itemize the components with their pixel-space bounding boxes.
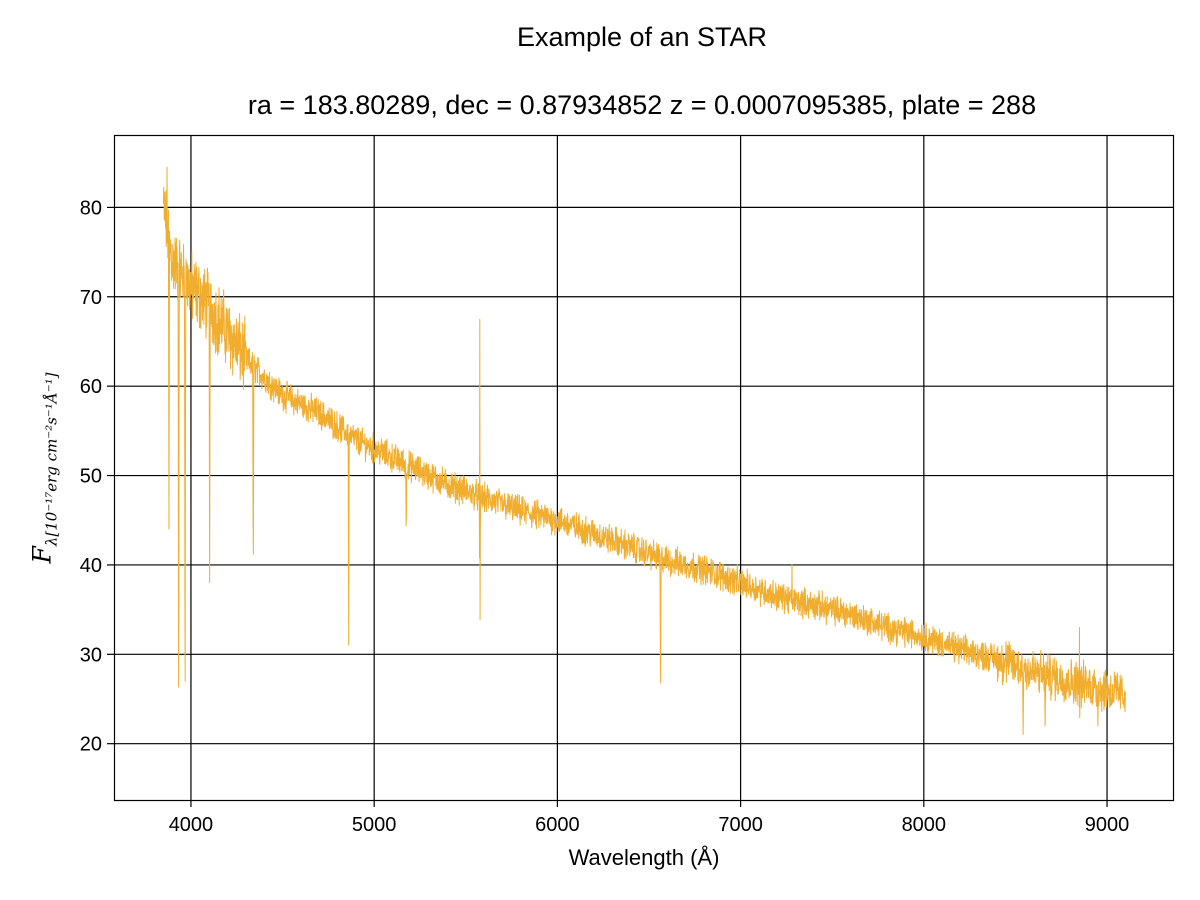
y-tick-label: 50 — [80, 466, 102, 488]
y-tick-label: 60 — [80, 376, 102, 398]
x-tick-label: 4000 — [169, 814, 214, 836]
y-axis-label: Fλ[10⁻¹⁷erg cm⁻²s⁻¹Å⁻¹] — [28, 373, 61, 564]
chart-subtitle: ra = 183.80289, dec = 0.87934852 z = 0.0… — [247, 90, 1037, 120]
y-tick-label: 80 — [80, 197, 102, 219]
y-tick-label: 20 — [80, 734, 102, 756]
y-tick-label: 40 — [80, 555, 102, 577]
y-tick-label: 30 — [80, 644, 102, 666]
plot-frame — [113, 134, 1175, 802]
spectrum-line — [162, 166, 1126, 736]
x-tick-label: 8000 — [902, 814, 947, 836]
x-axis-label: Wavelength (Å) — [568, 845, 720, 870]
axis-ticks: 4000 5000 6000 7000 8000 9000 20 30 40 50 60 70 80 — [80, 197, 1130, 836]
y-axis-label-sub: λ[10⁻¹⁷erg cm⁻²s⁻¹Å⁻¹] — [42, 372, 61, 547]
spectrum-line-group — [162, 166, 1126, 736]
y-tick-label: 70 — [80, 287, 102, 309]
x-tick-label: 6000 — [535, 814, 580, 836]
x-tick-label: 5000 — [352, 814, 397, 836]
x-tick-label: 7000 — [718, 814, 763, 836]
x-tick-label: 9000 — [1085, 814, 1130, 836]
chart-title: Example of an STAR — [516, 22, 768, 52]
grid-lines — [114, 135, 1173, 800]
y-axis-label-main: F — [27, 546, 57, 564]
